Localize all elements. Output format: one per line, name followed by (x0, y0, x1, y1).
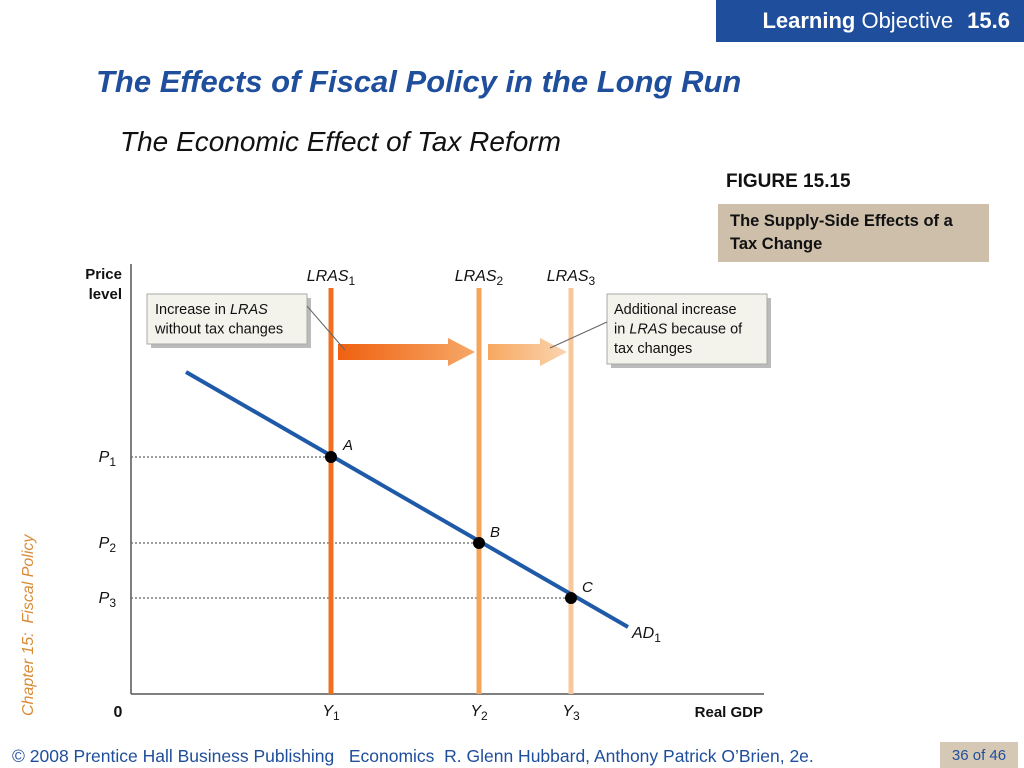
callout-1-line-2: without tax changes (154, 322, 283, 338)
lras-label-3: LRAS3 (547, 268, 596, 288)
x-tick-y1: Y1 (322, 703, 340, 723)
point-c (565, 592, 577, 604)
lras-label-1: LRAS1 (307, 268, 356, 288)
lras-label-2: LRAS2 (455, 268, 504, 288)
shift-arrow-2 (488, 338, 567, 366)
callout-left (146, 293, 311, 348)
x-tick-y2: Y2 (470, 703, 488, 723)
y-tick-p2: P2 (99, 535, 117, 555)
point-label-b: B (490, 524, 500, 541)
x-tick-y3: Y3 (562, 703, 580, 723)
callout-2-line-2: in LRAS because of (614, 322, 743, 338)
callout-2-line-1: Additional increase (614, 302, 737, 318)
point-a (325, 451, 337, 463)
badge-number: 15.6 (967, 8, 1010, 33)
callout-left-leader (306, 305, 346, 351)
y-axis-label-line2: level (89, 286, 122, 303)
origin-label: 0 (114, 704, 123, 721)
figure-caption: The Supply-Side Effects of a Tax Change (718, 204, 989, 262)
point-label-a: A (342, 437, 353, 454)
y-tick-p1: P1 (99, 449, 117, 469)
callout-right (606, 293, 771, 368)
y-tick-p3: P3 (99, 590, 117, 610)
y-axis-label-line1: Price (85, 266, 122, 283)
figure-label: FIGURE 15.15 (726, 171, 851, 192)
slide-subtitle: The Economic Effect of Tax Reform (120, 126, 561, 157)
ad1-curve (185, 370, 629, 629)
learning-objective-badge: Learning Objective 15.6 (716, 0, 1024, 42)
callout-1-line-1: Increase in LRAS (155, 302, 268, 318)
shift-arrow-1 (338, 338, 475, 366)
badge-objective: Objective (855, 8, 954, 33)
ad1-label: AD1 (631, 625, 661, 645)
badge-learning: Learning (762, 8, 856, 33)
point-label-c: C (582, 579, 593, 596)
callout-right-leader (549, 321, 608, 349)
x-axis-label: Real GDP (695, 704, 763, 721)
callout-2-line-3: tax changes (614, 341, 692, 357)
footer-copyright: © 2008 Prentice Hall Business Publishing… (12, 746, 814, 766)
point-b (473, 537, 485, 549)
page-indicator: 36 of 46 (940, 742, 1018, 768)
slide-title: The Effects of Fiscal Policy in the Long… (96, 64, 742, 99)
